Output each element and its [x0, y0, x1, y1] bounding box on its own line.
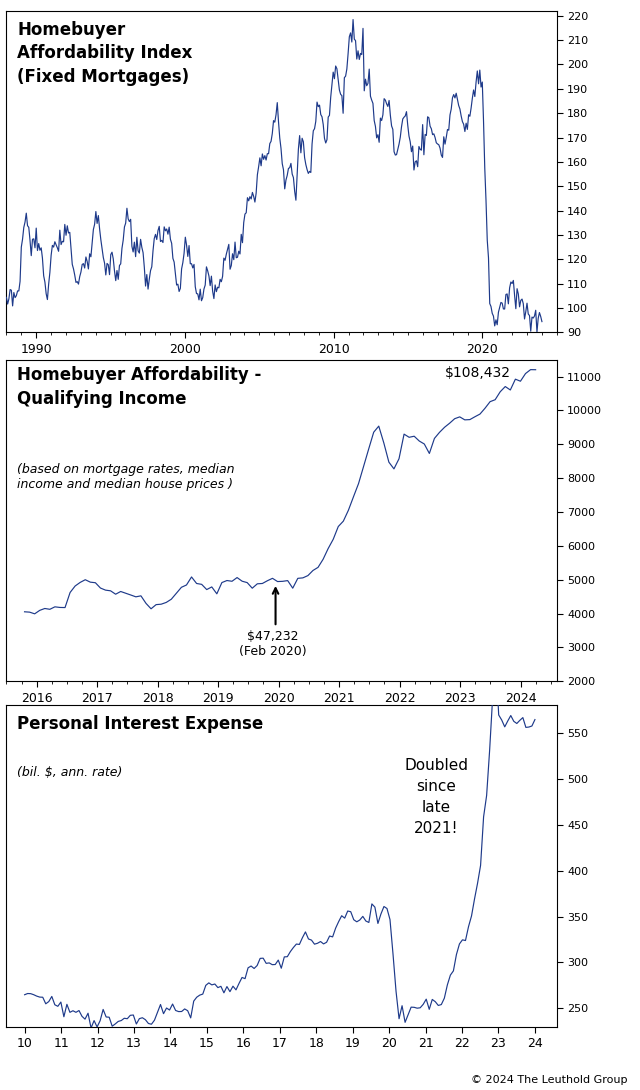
Text: Personal Interest Expense: Personal Interest Expense — [17, 715, 264, 732]
Text: $108,432: $108,432 — [445, 366, 511, 380]
Text: Homebuyer
Affordability Index
(Fixed Mortgages): Homebuyer Affordability Index (Fixed Mor… — [17, 21, 193, 86]
Text: $47,232
(Feb 2020): $47,232 (Feb 2020) — [239, 630, 307, 657]
Text: (bil. $, ann. rate): (bil. $, ann. rate) — [17, 766, 123, 779]
Text: Doubled
since
late
2021!: Doubled since late 2021! — [404, 759, 468, 836]
Text: © 2024 The Leuthold Group: © 2024 The Leuthold Group — [470, 1075, 627, 1085]
Text: (based on mortgage rates, median
income and median house prices ): (based on mortgage rates, median income … — [17, 462, 235, 490]
Text: Homebuyer Affordability -
Qualifying Income: Homebuyer Affordability - Qualifying Inc… — [17, 366, 262, 408]
